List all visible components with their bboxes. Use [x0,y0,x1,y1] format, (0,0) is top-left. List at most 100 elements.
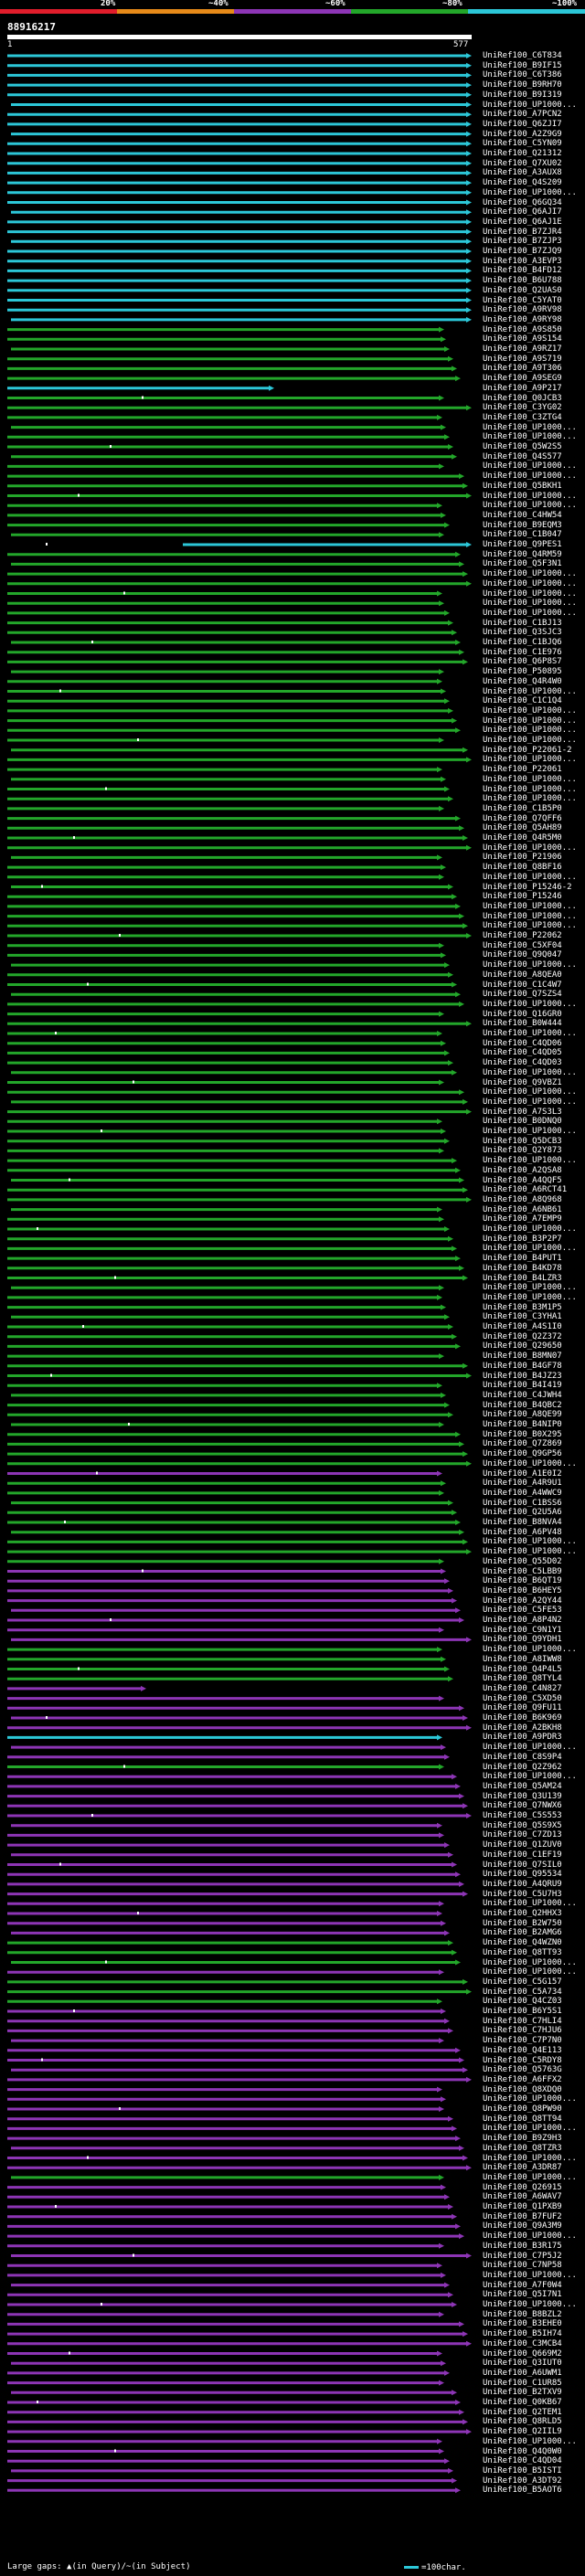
hit-label[interactable]: UniRef100_C1UR85 [483,2378,562,2388]
hit-label[interactable]: UniRef100_A3DR87 [483,2163,562,2173]
hit-label[interactable]: UniRef100_UP1000... [483,726,577,736]
hit-label[interactable]: UniRef100_A4WWC9 [483,1488,562,1498]
hit-label[interactable]: UniRef100_Q4P4L5 [483,1664,562,1674]
hit-label[interactable]: UniRef100_P21906 [483,853,562,863]
hit-label[interactable]: UniRef100_A6PV48 [483,1527,562,1537]
hit-label[interactable]: UniRef100_C5G157 [483,1977,562,1987]
hit-label[interactable]: UniRef100_UP1000... [483,1899,577,1909]
hit-label[interactable]: UniRef100_UP1000... [483,608,577,618]
hit-label[interactable]: UniRef100_Q2TEM1 [483,2407,562,2417]
hit-label[interactable]: UniRef100_Q5I7N1 [483,2290,562,2300]
hit-label[interactable]: UniRef100_C3ZTG4 [483,412,562,422]
hit-label[interactable]: UniRef100_C5XF04 [483,940,562,950]
hit-label[interactable]: UniRef100_Q669M2 [483,2348,562,2359]
hit-label[interactable]: UniRef100_Q0KB67 [483,2398,562,2407]
hit-label[interactable]: UniRef100_A3EVP3 [483,256,562,266]
hit-label[interactable]: UniRef100_UP1000... [483,960,577,970]
hit-label[interactable]: UniRef100_UP1000... [483,736,577,745]
hit-label[interactable]: UniRef100_UP1000... [483,2231,577,2242]
hit-label[interactable]: UniRef100_Q5BKH1 [483,481,562,491]
hit-label[interactable]: UniRef100_C4QD03 [483,1058,562,1068]
hit-label[interactable]: UniRef100_A9PDR3 [483,1733,562,1743]
hit-label[interactable]: UniRef100_C4JWH4 [483,1390,562,1400]
hit-label[interactable]: UniRef100_UP1000... [483,422,577,432]
hit-label[interactable]: UniRef100_B3M1P5 [483,1302,562,1312]
hit-label[interactable]: UniRef100_C4QD06 [483,1038,562,1048]
hit-label[interactable]: UniRef100_A8QEA0 [483,970,562,980]
hit-label[interactable]: UniRef100_Q4Q0W0 [483,2446,562,2456]
hit-label[interactable]: UniRef100_B3R175 [483,2241,562,2251]
hit-label[interactable]: UniRef100_Q2IIL9 [483,2427,562,2437]
hit-label[interactable]: UniRef100_UP1000... [483,1957,577,1967]
hit-label[interactable]: UniRef100_A6FFX2 [483,2074,562,2084]
hit-label[interactable]: UniRef100_UP1000... [483,1029,577,1038]
hit-label[interactable]: UniRef100_Q6AJI7 [483,207,562,217]
hit-label[interactable]: UniRef100_A8IWW8 [483,1654,562,1664]
hit-label[interactable]: UniRef100_C1C4W7 [483,980,562,990]
hit-label[interactable]: UniRef100_C1E976 [483,647,562,657]
hit-label[interactable]: UniRef100_B4QBC2 [483,1400,562,1410]
hit-label[interactable]: UniRef100_B2TXV9 [483,2388,562,2398]
hit-label[interactable]: UniRef100_Q5AH89 [483,823,562,833]
hit-label[interactable]: UniRef100_B6QT19 [483,1576,562,1586]
hit-label[interactable]: UniRef100_C1B047 [483,530,562,540]
hit-label[interactable]: UniRef100_C5YAT0 [483,295,562,305]
hit-label[interactable]: UniRef100_UP1000... [483,843,577,853]
hit-label[interactable]: UniRef100_UP1000... [483,774,577,784]
hit-label[interactable]: UniRef100_Q4R5M0 [483,833,562,843]
hit-label[interactable]: UniRef100_C6T834 [483,51,562,60]
hit-label[interactable]: UniRef100_C5LBB9 [483,1566,562,1576]
hit-label[interactable]: UniRef100_B9I319 [483,90,562,100]
hit-label[interactable]: UniRef100_C3YG02 [483,403,562,413]
hit-label[interactable]: UniRef100_Q7SIL0 [483,1860,562,1870]
hit-label[interactable]: UniRef100_Q2U5A6 [483,1508,562,1518]
hit-label[interactable]: UniRef100_C4N827 [483,1683,562,1693]
hit-label[interactable]: UniRef100_Q3SJC3 [483,628,562,638]
hit-label[interactable]: UniRef100_UP1000... [483,755,577,765]
hit-label[interactable]: UniRef100_A9RZ17 [483,345,562,354]
hit-label[interactable]: UniRef100_A6NB61 [483,1204,562,1214]
hit-label[interactable]: UniRef100_UP1000... [483,2124,577,2134]
hit-label[interactable]: UniRef100_A3AUX8 [483,168,562,178]
hit-label[interactable]: UniRef100_B5AOT6 [483,2486,562,2496]
hit-label[interactable]: UniRef100_C7HJU6 [483,2026,562,2036]
hit-label[interactable]: UniRef100_Q7SZS4 [483,990,562,1000]
hit-label[interactable]: UniRef100_A8Q968 [483,1194,562,1204]
hit-label[interactable]: UniRef100_A4QRU9 [483,1879,562,1889]
hit-label[interactable]: UniRef100_UP1000... [483,1156,577,1166]
hit-label[interactable]: UniRef100_UP1000... [483,1458,577,1468]
hit-label[interactable]: UniRef100_Q6P8S7 [483,657,562,667]
hit-label[interactable]: UniRef100_A8P4N2 [483,1616,562,1625]
hit-label[interactable]: UniRef100_UP1000... [483,794,577,804]
hit-label[interactable]: UniRef100_B5ISTI [483,2465,562,2475]
hit-label[interactable]: UniRef100_Q0JCB3 [483,393,562,403]
hit-label[interactable]: UniRef100_Q8TT93 [483,1947,562,1957]
hit-label[interactable]: UniRef100_Q1ZUV0 [483,1840,562,1850]
hit-label[interactable]: UniRef100_A9T306 [483,364,562,374]
hit-label[interactable]: UniRef100_UP1000... [483,491,577,501]
hit-label[interactable]: UniRef100_A9P217 [483,383,562,393]
hit-label[interactable]: UniRef100_C8S9P4 [483,1752,562,1762]
hit-label[interactable]: UniRef100_Q5DCB3 [483,1136,562,1146]
hit-label[interactable]: UniRef100_UP1000... [483,1224,577,1234]
hit-label[interactable]: UniRef100_A3DT92 [483,2475,562,2486]
hit-label[interactable]: UniRef100_C4HW54 [483,510,562,520]
hit-label[interactable]: UniRef100_B6K969 [483,1713,562,1723]
hit-label[interactable]: UniRef100_B7ZJQ9 [483,247,562,256]
hit-label[interactable]: UniRef100_UP1000... [483,501,577,511]
hit-label[interactable]: UniRef100_B2W750 [483,1918,562,1928]
hit-label[interactable]: UniRef100_A8QE99 [483,1410,562,1420]
hit-label[interactable]: UniRef100_B4KD78 [483,1263,562,1273]
hit-label[interactable]: UniRef100_C7P7N0 [483,2036,562,2046]
hit-label[interactable]: UniRef100_C4QD05 [483,1048,562,1058]
hit-label[interactable]: UniRef100_Q4E113 [483,2045,562,2055]
hit-label[interactable]: UniRef100_A4QQF5 [483,1175,562,1185]
hit-label[interactable]: UniRef100_B9EQM3 [483,520,562,530]
hit-label[interactable]: UniRef100_P22061 [483,765,562,775]
hit-label[interactable]: UniRef100_A9SEG9 [483,374,562,384]
hit-label[interactable]: UniRef100_Q2HHX3 [483,1909,562,1918]
hit-label[interactable]: UniRef100_Q8RLD5 [483,2417,562,2427]
hit-label[interactable]: UniRef100_C5S553 [483,1811,562,1820]
hit-label[interactable]: UniRef100_UP1000... [483,716,577,726]
hit-label[interactable]: UniRef100_UP1000... [483,2094,577,2104]
